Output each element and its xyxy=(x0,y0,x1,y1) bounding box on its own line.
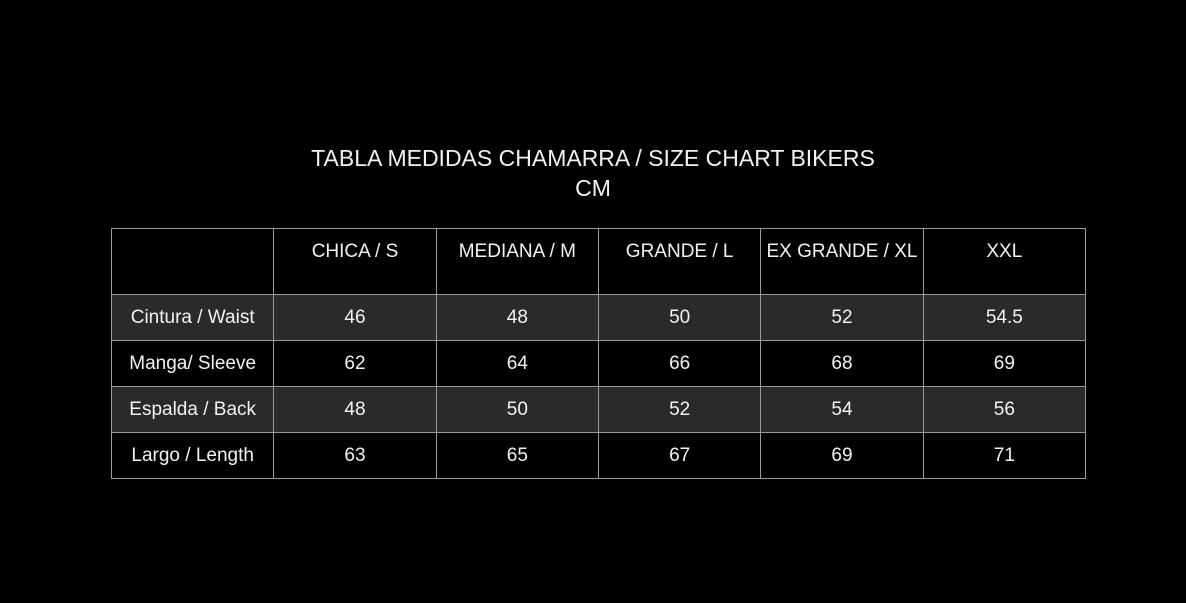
cell: 54 xyxy=(760,386,924,433)
header-xl: EX GRANDE / XL xyxy=(760,228,924,295)
cell: 64 xyxy=(435,340,599,387)
header-row: CHICA / S MEDIANA / M GRANDE / L EX GRAN… xyxy=(110,228,1087,295)
cell: 62 xyxy=(273,340,437,387)
cell: 48 xyxy=(435,294,599,341)
cell: 52 xyxy=(597,386,762,433)
title-line-1: TABLA MEDIDAS CHAMARRA / SIZE CHART BIKE… xyxy=(311,145,875,171)
cell: 54.5 xyxy=(922,294,1087,341)
cell: 50 xyxy=(597,294,762,341)
cell: 50 xyxy=(435,386,599,433)
header-xxl: XXL xyxy=(922,228,1087,295)
table-row: Largo / Length 63 65 67 69 71 xyxy=(110,432,1087,479)
cell: 69 xyxy=(922,340,1087,387)
header-empty xyxy=(110,228,275,295)
cell: 52 xyxy=(760,294,924,341)
cell: 65 xyxy=(435,432,599,479)
table-row: Cintura / Waist 46 48 50 52 54.5 xyxy=(110,294,1087,341)
header-s: CHICA / S xyxy=(273,228,437,295)
cell: 66 xyxy=(597,340,762,387)
table-row: Espalda / Back 48 50 52 54 56 xyxy=(110,386,1087,433)
cell: 56 xyxy=(922,386,1087,433)
cell: 46 xyxy=(273,294,437,341)
page-title: TABLA MEDIDAS CHAMARRA / SIZE CHART BIKE… xyxy=(0,143,1186,203)
title-line-2: CM xyxy=(575,175,611,201)
row-label: Cintura / Waist xyxy=(110,294,275,341)
cell: 67 xyxy=(597,432,762,479)
header-m: MEDIANA / M xyxy=(435,228,599,295)
cell: 68 xyxy=(760,340,924,387)
cell: 63 xyxy=(273,432,437,479)
size-chart-table: CHICA / S MEDIANA / M GRANDE / L EX GRAN… xyxy=(110,228,1087,479)
cell: 48 xyxy=(273,386,437,433)
row-label: Espalda / Back xyxy=(110,386,275,433)
header-l: GRANDE / L xyxy=(597,228,762,295)
row-label: Manga/ Sleeve xyxy=(110,340,275,387)
row-label: Largo / Length xyxy=(110,432,275,479)
table-row: Manga/ Sleeve 62 64 66 68 69 xyxy=(110,340,1087,387)
cell: 69 xyxy=(760,432,924,479)
cell: 71 xyxy=(922,432,1087,479)
